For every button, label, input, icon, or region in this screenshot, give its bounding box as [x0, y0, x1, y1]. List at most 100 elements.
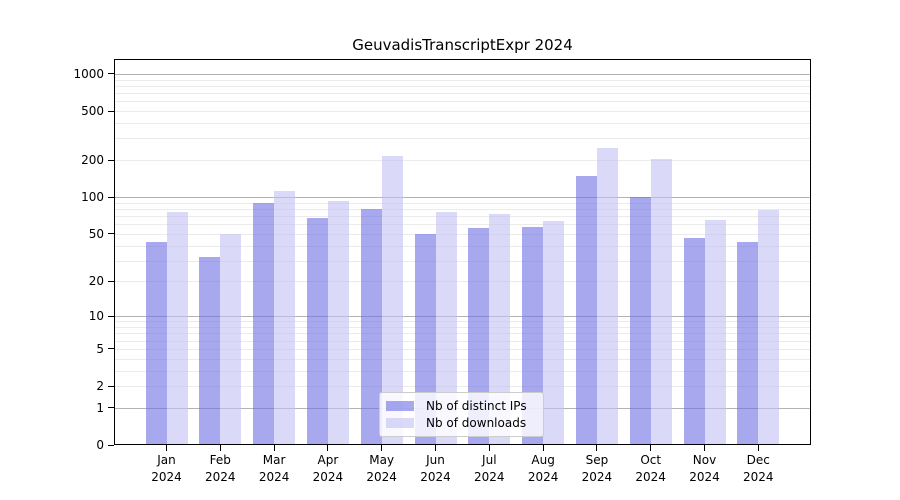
y-tick-label: 10 — [88, 309, 104, 324]
gridline — [114, 202, 811, 204]
gridline — [114, 327, 811, 328]
y-tick-label: 200 — [81, 153, 104, 168]
x-tick-label: Jul 2024 — [474, 453, 505, 484]
x-tick-label: Nov 2024 — [689, 453, 720, 484]
y-tick-mark — [108, 385, 114, 387]
bar-distinct-ips — [522, 226, 544, 445]
bar-layer — [114, 59, 811, 445]
x-tick-label: Feb 2024 — [205, 453, 236, 484]
legend: Nb of distinct IPs Nb of downloads — [379, 392, 544, 437]
y-tick-label: 100 — [81, 190, 104, 205]
bar-downloads — [758, 210, 780, 445]
x-tick-mark — [166, 445, 167, 451]
x-tick-label: Dec 2024 — [743, 453, 774, 484]
gridline — [114, 224, 811, 226]
x-tick-mark — [542, 445, 544, 451]
bar-downloads — [381, 156, 403, 445]
x-tick-mark — [650, 445, 652, 451]
gridline — [114, 233, 811, 235]
gridline — [114, 386, 811, 387]
x-tick-mark — [273, 445, 275, 451]
x-tick-label: Oct 2024 — [635, 453, 666, 484]
y-tick-mark — [108, 280, 114, 282]
y-tick-mark — [108, 444, 114, 446]
bar-distinct-ips — [199, 257, 221, 445]
x-tick-mark — [327, 445, 329, 451]
gridline — [114, 260, 811, 262]
y-tick-label: 2 — [96, 379, 104, 393]
legend-entry-distinct-ips: Nb of distinct IPs — [386, 399, 543, 413]
y-tick-label: 500 — [81, 104, 104, 118]
gridline — [114, 197, 811, 199]
gridline — [114, 358, 811, 360]
bar-distinct-ips — [306, 218, 328, 445]
y-tick-mark — [108, 159, 114, 161]
bar-distinct-ips — [683, 238, 705, 445]
x-tick-mark — [219, 445, 221, 451]
x-tick-mark — [435, 445, 436, 451]
bar-distinct-ips — [575, 175, 597, 445]
legend-swatch-distinct-ips — [386, 400, 414, 411]
x-tick-mark — [488, 445, 490, 451]
gridline — [114, 123, 811, 124]
x-tick-mark — [381, 445, 383, 451]
x-tick-label: Jan 2024 — [151, 453, 182, 484]
gridline — [114, 281, 811, 283]
gridline — [114, 111, 811, 112]
chart-title: GeuvadisTranscriptExpr 2024 — [352, 36, 573, 54]
y-tick-label: 5 — [96, 341, 104, 356]
x-tick-label: May 2024 — [366, 453, 397, 484]
bar-downloads — [327, 200, 349, 445]
gridline — [114, 101, 811, 103]
bar-distinct-ips — [468, 227, 490, 445]
gridline — [114, 216, 811, 217]
y-tick-mark — [108, 407, 114, 409]
bar-downloads — [489, 213, 511, 445]
gridline — [114, 160, 811, 162]
y-tick-mark — [108, 233, 114, 235]
bar-downloads — [650, 159, 672, 445]
gridline — [114, 138, 811, 140]
bar-distinct-ips — [253, 202, 275, 445]
gridline — [114, 321, 811, 323]
bar-distinct-ips — [737, 241, 759, 445]
gridline — [114, 208, 811, 210]
x-tick-label: Aug 2024 — [527, 453, 559, 484]
bar-distinct-ips — [145, 241, 167, 445]
bar-distinct-ips — [360, 208, 382, 445]
legend-entry-downloads: Nb of downloads — [386, 416, 543, 430]
legend-label-distinct-ips: Nb of distinct IPs — [426, 398, 527, 413]
y-tick-mark — [108, 315, 114, 317]
gridline — [114, 316, 811, 318]
bar-downloads — [543, 220, 565, 445]
x-tick-mark — [704, 445, 705, 451]
gridline — [114, 370, 811, 372]
bar-downloads — [596, 147, 618, 445]
x-tick-mark — [596, 445, 598, 451]
legend-label-downloads: Nb of downloads — [426, 416, 527, 431]
gridline — [114, 79, 811, 81]
y-tick-label: 1 — [96, 400, 104, 415]
grid-layer — [114, 59, 811, 445]
gridline — [114, 348, 811, 350]
gridline — [114, 73, 811, 75]
x-tick-mark — [757, 445, 759, 451]
gridline — [114, 340, 811, 342]
y-tick-label: 20 — [88, 274, 104, 289]
y-tick-mark — [108, 196, 114, 198]
gridline — [114, 85, 811, 87]
bar-downloads — [220, 233, 242, 445]
y-tick-mark — [108, 348, 114, 350]
y-tick-mark — [108, 73, 114, 75]
bar-downloads — [166, 211, 188, 445]
x-tick-label: Apr 2024 — [312, 453, 344, 484]
bar-downloads — [435, 211, 457, 445]
bar-downloads — [274, 191, 296, 445]
x-tick-label: Mar 2024 — [258, 453, 290, 484]
gridline — [114, 333, 811, 335]
x-tick-label: Sep 2024 — [581, 453, 613, 484]
bar-downloads — [704, 219, 726, 445]
y-tick-mark — [108, 110, 114, 112]
gridline — [114, 93, 811, 94]
x-tick-label: Jun 2024 — [420, 453, 451, 484]
